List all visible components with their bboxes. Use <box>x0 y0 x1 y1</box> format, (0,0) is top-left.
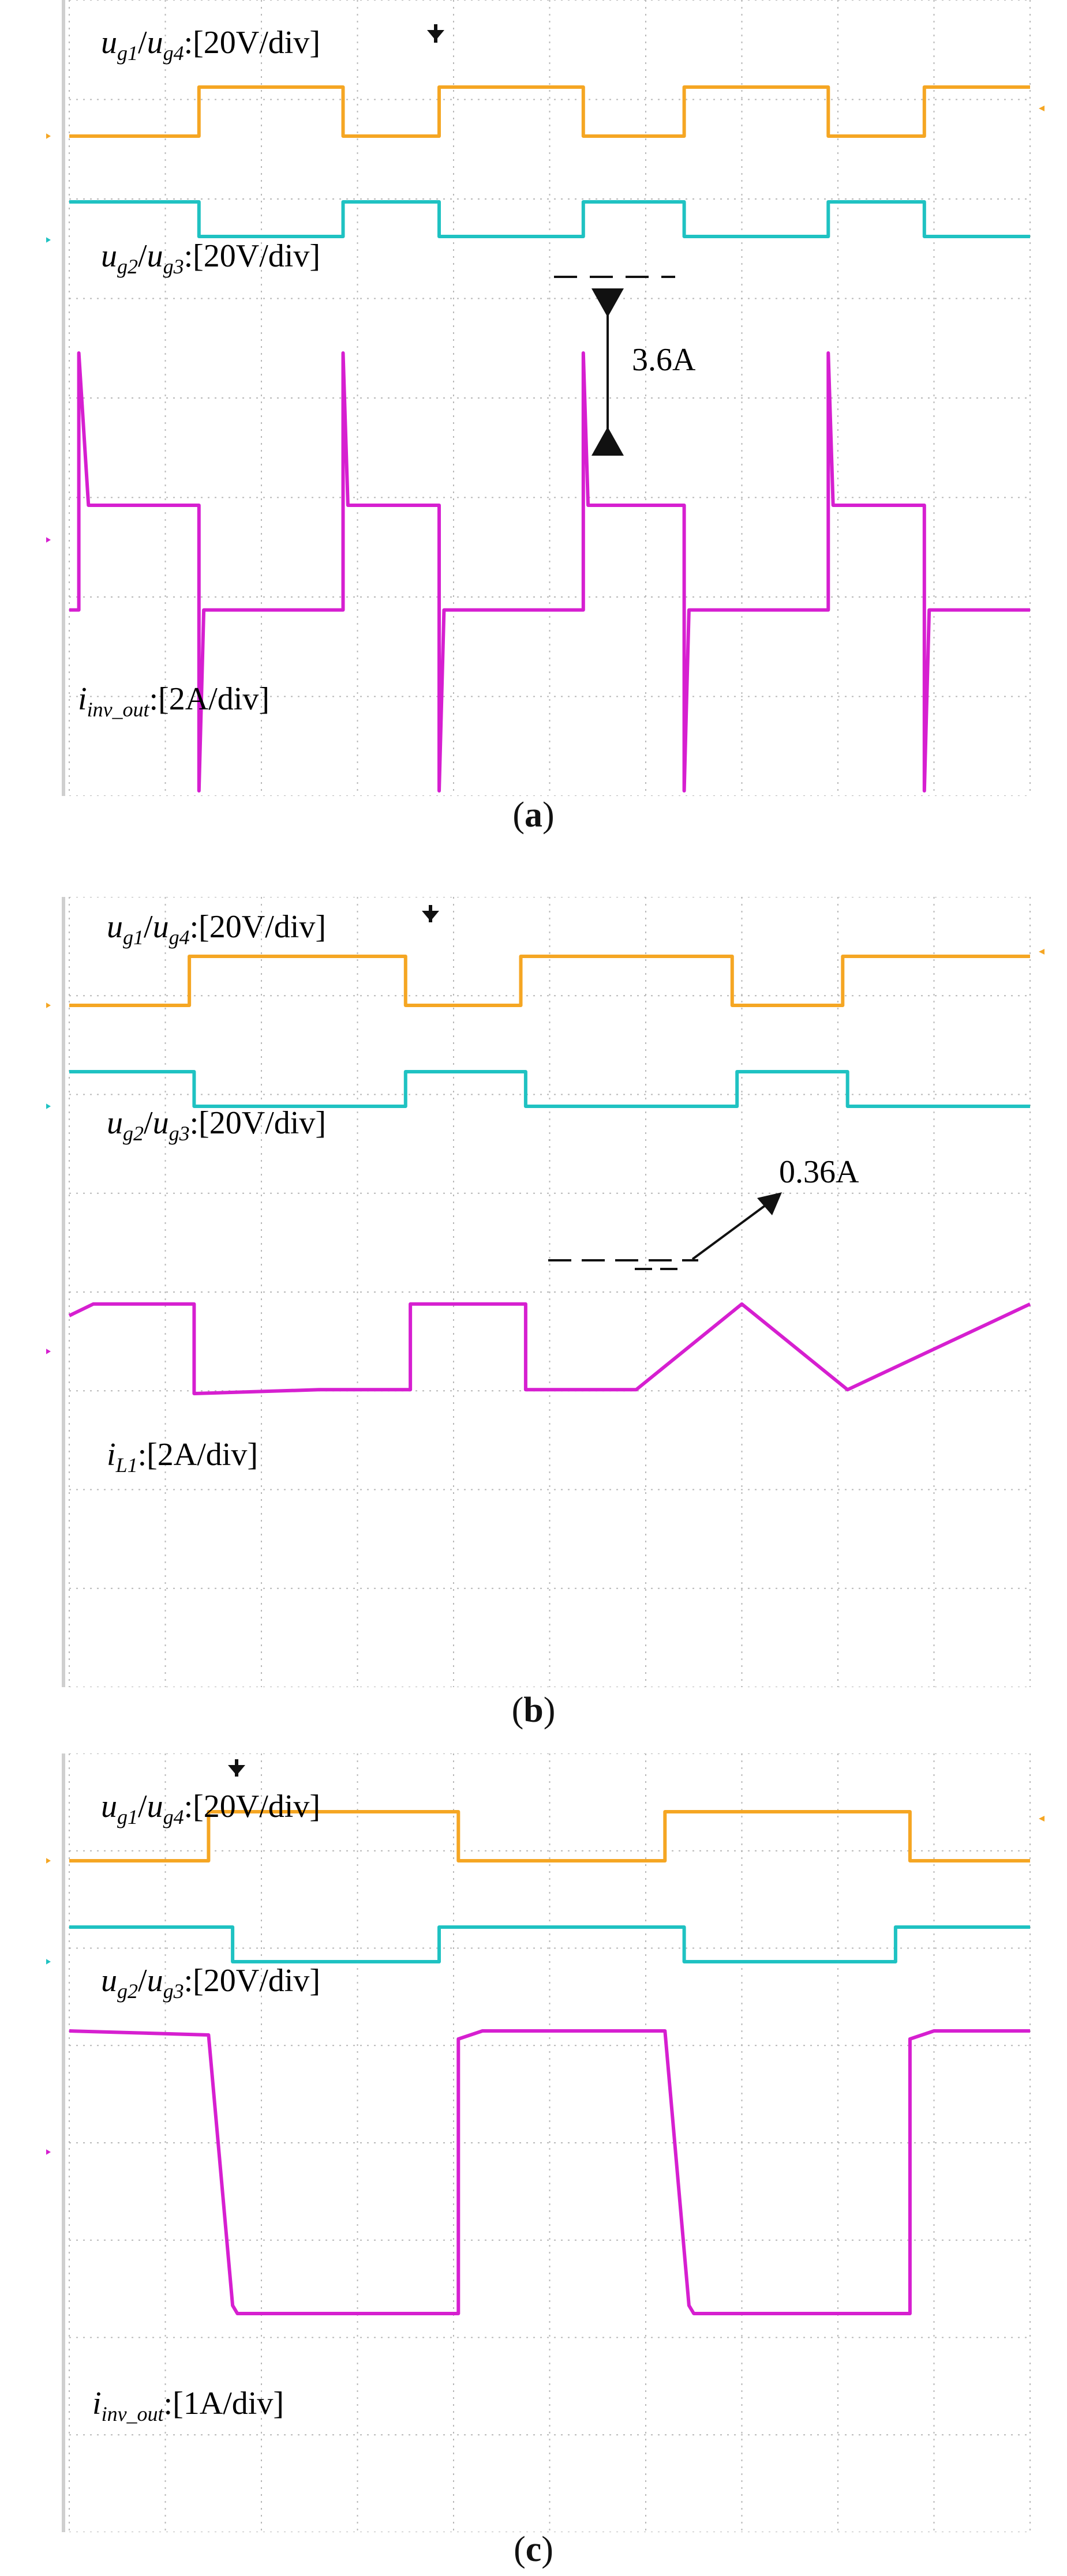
trigger-level-marker <box>1039 949 1044 955</box>
trace-il1 <box>68 1302 1031 1395</box>
grid-b <box>62 897 1031 1687</box>
annotation-0-36a: 0.36A <box>779 1154 859 1190</box>
annotation-3-6a: 3.6A <box>632 342 696 378</box>
trigger-marker <box>228 1759 245 1777</box>
panel-c: 1 2 3 ug1/ug4:[20V/div] ug2/ug3:[20V/div… <box>46 1753 1044 2576</box>
label-iinv-out: iinv_out:[2A/div] <box>78 681 269 721</box>
label-ug1-ug4: ug1/ug4:[20V/div] <box>107 909 326 949</box>
trigger-marker <box>422 905 439 922</box>
label-ug2-ug3: ug2/ug3:[20V/div] <box>107 1105 326 1145</box>
channel-marker-3: 3 <box>46 1349 51 1354</box>
label-ug2-ug3: ug2/ug3:[20V/div] <box>101 1963 320 2003</box>
channel-marker-1: 1 <box>46 133 51 139</box>
trigger-level-marker <box>1039 1816 1044 1822</box>
trigger-level-marker <box>1039 106 1044 111</box>
trace-ug2-ug3 <box>69 1925 1030 1963</box>
traces-a <box>69 85 1030 793</box>
panel-a: 1 2 3 ug1/ug4:[20V/div] ug2/ug3:[20V/div… <box>46 0 1044 835</box>
scope-screen-b: 1 2 3 ug1/ug4:[20V/div] ug2/ug3:[20V/div… <box>46 897 1044 1687</box>
channel-marker-3: 3 <box>46 537 51 543</box>
trace-ug2-ug3 <box>69 1070 1030 1108</box>
traces-c <box>69 1810 1030 2315</box>
measurement-arrow-0-36a <box>548 1192 782 1270</box>
trigger-marker <box>427 24 444 43</box>
label-iinv-out: iinv_out:[1A/div] <box>92 2386 284 2425</box>
caption-a: (a) <box>512 795 555 835</box>
label-ug1-ug4: ug1/ug4:[20V/div] <box>101 25 320 65</box>
grid-c <box>62 1753 1031 2532</box>
trace-ug1-ug4 <box>69 1810 1030 1862</box>
channel-marker-1: 1 <box>46 1002 51 1008</box>
channel-marker-2: 2 <box>46 237 51 243</box>
caption-b: (b) <box>511 1691 556 1730</box>
scope-screen-c: 1 2 3 ug1/ug4:[20V/div] ug2/ug3:[20V/div… <box>46 1753 1044 2532</box>
channel-marker-1: 1 <box>46 1858 51 1864</box>
trace-ug2-ug3 <box>69 200 1030 238</box>
trace-iinv-out <box>69 2029 1030 2315</box>
caption-c: (c) <box>514 2530 553 2569</box>
label-ug1-ug4: ug1/ug4:[20V/div] <box>101 1789 320 1828</box>
channel-marker-3: 3 <box>46 2149 51 2155</box>
label-ug2-ug3: ug2/ug3:[20V/div] <box>101 238 320 278</box>
channel-marker-2: 2 <box>46 1959 51 1965</box>
scope-screen-a: 1 2 3 ug1/ug4:[20V/div] ug2/ug3:[20V/div… <box>46 0 1044 796</box>
label-il1: iL1:[2A/div] <box>107 1437 258 1477</box>
traces-b <box>68 955 1031 1395</box>
grid-a <box>62 0 1031 796</box>
measurement-arrow-3-6a <box>554 276 675 456</box>
trace-ug1-ug4 <box>69 85 1030 138</box>
trace-ug1-ug4 <box>69 955 1030 1007</box>
panel-b: 1 2 3 ug1/ug4:[20V/div] ug2/ug3:[20V/div… <box>46 897 1044 1730</box>
channel-marker-2: 2 <box>46 1103 51 1109</box>
trace-iinv-out <box>69 351 1030 793</box>
